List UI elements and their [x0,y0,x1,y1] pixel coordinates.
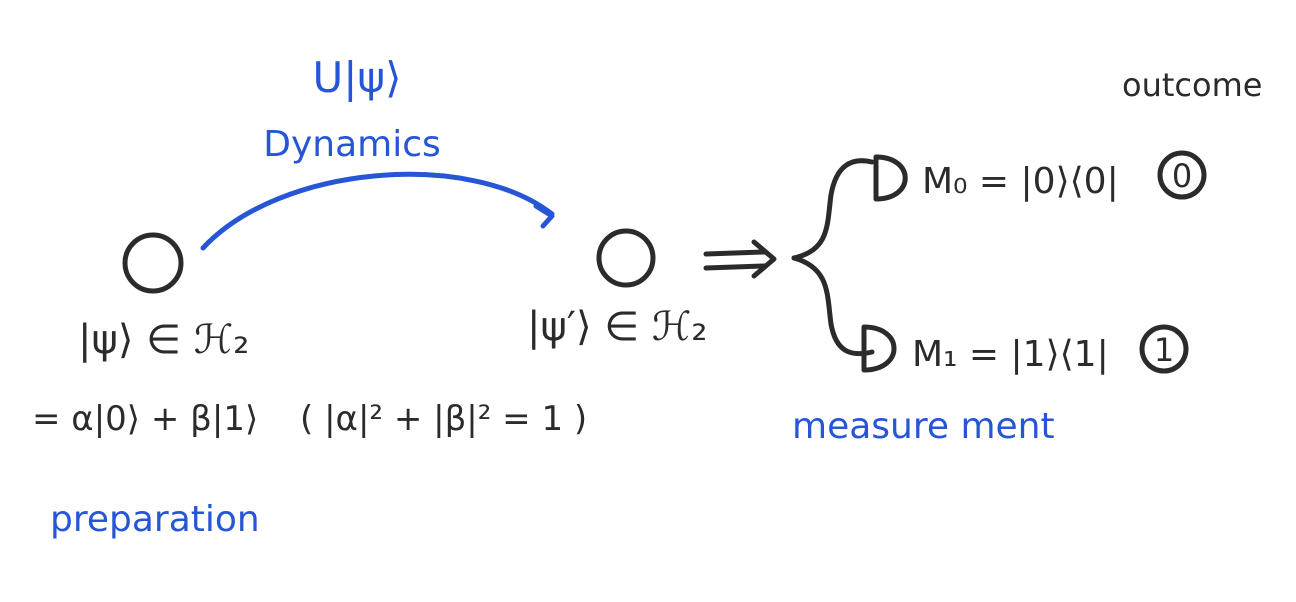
dynamics-label: Dynamics [263,124,441,165]
outcome-0-circle-icon [1157,150,1207,200]
outcome-label: outcome [1122,66,1262,104]
outcome-0-label: 0 [1172,157,1192,195]
projector-0-label: M₀ = |0⟩⟨0| [922,161,1119,202]
outcome-1-circle-icon [1139,324,1189,374]
dynamics-arrow-icon [200,171,555,251]
evolved-state-label: |ψ′⟩ ∈ ℋ₂ [527,304,707,350]
measurement-branch-top [791,158,875,261]
unitary-label: U|ψ⟩ [313,53,402,102]
evolved-qubit-icon [596,228,656,288]
detector-1-icon [861,324,897,373]
implies-arrow-icon [703,239,777,279]
projector-1-label: M₁ = |1⟩⟨1| [912,334,1109,375]
preparation-label: preparation [50,499,260,540]
initial-qubit-icon [122,232,184,294]
measurement-label: measure ment [792,406,1055,447]
outcome-1-label: 1 [1154,331,1174,369]
superposition-label: = α|0⟩ + β|1⟩ [32,399,258,439]
measurement-branch-bottom [791,255,875,357]
dynamics-arrowhead-icon [533,203,555,229]
normalization-label: ( |α|² + |β|² = 1 ) [300,399,587,439]
detector-0-icon [873,154,908,202]
initial-state-label: |ψ⟩ ∈ ℋ₂ [78,317,249,363]
